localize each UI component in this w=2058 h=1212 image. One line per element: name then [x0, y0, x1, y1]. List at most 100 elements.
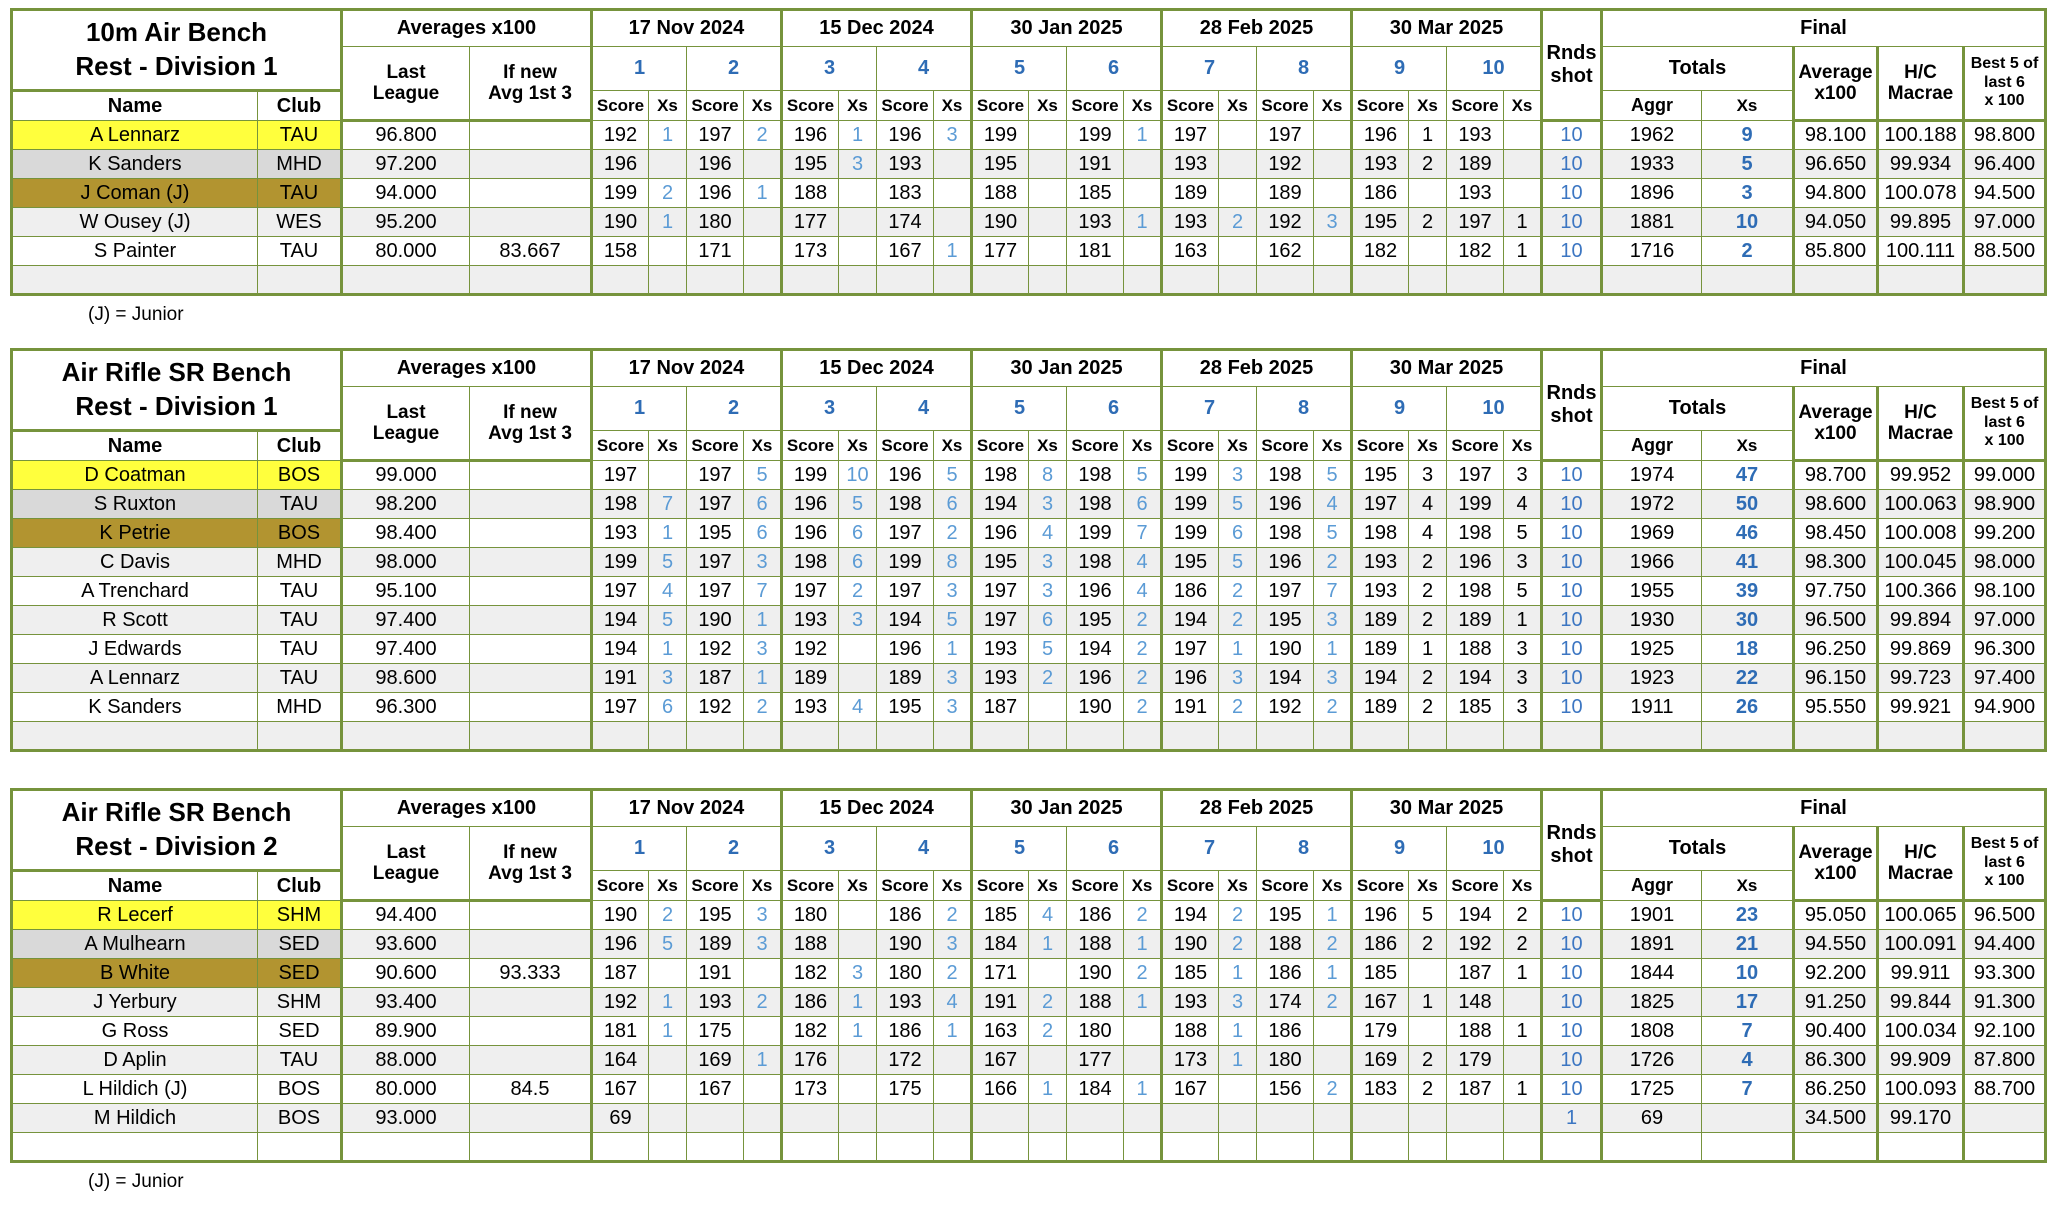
score-cell: 195 [780, 149, 839, 179]
score-cell: 199 [1160, 489, 1219, 519]
score-cell [686, 265, 744, 295]
xs-cell: 1 [1313, 958, 1352, 988]
if-new-avg-cell [469, 207, 592, 237]
score-column-header: Score [1256, 430, 1314, 461]
xs-column-header: Xs [933, 870, 972, 901]
xs-column-header: Xs [743, 430, 782, 461]
club-cell: BOS [257, 1074, 342, 1104]
xs-cell [1313, 265, 1352, 295]
handicap-cell [1876, 265, 1964, 295]
score-cell: 199 [1446, 489, 1504, 519]
xs-cell [1028, 958, 1067, 988]
last-league-header: Last League [340, 386, 470, 462]
score-cell: 194 [876, 605, 934, 635]
xs-cell [1123, 1103, 1162, 1133]
score-cell: 193 [686, 987, 744, 1017]
table-row: D Coatman BOS 99.000 197 197 5 199 10 196 5 198 8 19… [11, 460, 2046, 490]
table-row: S Ruxton TAU 98.200 198 7 197 6 196 5 198 6 194 3 198… [11, 489, 2046, 519]
league-table-section-3: Air Rifle SR Bench Rest - Division 2 Avera… [10, 788, 2050, 1163]
xs-cell [1218, 265, 1257, 295]
score-cell: 167 [1350, 987, 1409, 1017]
score-cell: 198 [970, 460, 1029, 490]
xs-cell: 5 [1408, 900, 1447, 930]
xs-cell: 5 [1313, 518, 1352, 548]
average-cell: 98.700 [1792, 460, 1878, 490]
total-xs-cell: 46 [1701, 518, 1794, 548]
club-cell: SED [257, 958, 342, 988]
score-cell: 197 [590, 692, 649, 722]
club-cell: MHD [257, 149, 342, 179]
score-cell: 162 [1256, 236, 1314, 266]
xs-cell [1408, 236, 1447, 266]
score-cell: 163 [970, 1016, 1029, 1046]
xs-cell [1028, 692, 1067, 722]
xs-cell: 5 [838, 489, 877, 519]
if-new-avg-cell [469, 1132, 592, 1162]
match-date-header: 30 Jan 2025 [970, 349, 1162, 387]
score-cell: 188 [780, 929, 839, 959]
club-column-header: Club [257, 90, 342, 121]
last-league-header: Last League [340, 46, 470, 122]
xs-cell [1123, 236, 1162, 266]
score-cell: 196 [1160, 663, 1219, 693]
xs-column-header: Xs [1123, 90, 1162, 121]
score-cell: 190 [1066, 958, 1124, 988]
xs-cell [1408, 721, 1447, 751]
round-number-header: 9 [1350, 46, 1447, 91]
total-xs-cell: 7 [1701, 1074, 1794, 1104]
match-date-header: 28 Feb 2025 [1160, 349, 1352, 387]
score-cell: 196 [1066, 663, 1124, 693]
score-cell: 167 [1160, 1074, 1219, 1104]
rounds-shot-cell: 10 [1540, 987, 1602, 1017]
xs-cell: 2 [1313, 692, 1352, 722]
best5-cell [1962, 265, 2046, 295]
xs-cell: 2 [743, 692, 782, 722]
xs-cell: 1 [1503, 236, 1542, 266]
xs-cell: 1 [933, 634, 972, 664]
last-league-cell: 95.100 [340, 576, 470, 606]
score-cell: 186 [876, 1016, 934, 1046]
if-new-avg-cell [469, 1103, 592, 1133]
best5-cell: 88.700 [1962, 1074, 2046, 1104]
score-cell [1446, 721, 1504, 751]
total-xs-cell: 21 [1701, 929, 1794, 959]
total-xs-cell: 2 [1701, 236, 1794, 266]
junior-note: (J) = Junior [88, 304, 184, 325]
score-cell: 196 [590, 149, 649, 179]
last-league-cell: 80.000 [340, 236, 470, 266]
average-x100-header: Average x100 [1792, 386, 1878, 462]
shooter-name-cell: K Sanders [11, 692, 258, 722]
score-cell: 197 [876, 518, 934, 548]
xs-cell: 3 [1313, 207, 1352, 237]
handicap-cell: 99.934 [1876, 149, 1964, 179]
xs-cell: 5 [648, 605, 687, 635]
score-cell: 196 [1066, 576, 1124, 606]
score-cell: 195 [1256, 900, 1314, 930]
score-cell: 180 [686, 207, 744, 237]
shooter-name-cell: M Hildich [11, 1103, 258, 1133]
xs-cell [1218, 721, 1257, 751]
if-new-avg-cell [469, 149, 592, 179]
best5-cell [1962, 721, 2046, 751]
score-cell [1446, 1103, 1504, 1133]
totals-xs-column-header: Xs [1701, 430, 1794, 461]
xs-cell [648, 460, 687, 490]
score-cell: 190 [876, 929, 934, 959]
xs-cell: 1 [648, 207, 687, 237]
table-row: A Mulhearn SED 93.600 196 5 189 3 188 190 3 184 1 18… [11, 929, 2046, 959]
xs-cell [1313, 1016, 1352, 1046]
xs-cell: 6 [1123, 489, 1162, 519]
score-cell: 191 [590, 663, 649, 693]
xs-cell: 2 [1408, 1074, 1447, 1104]
score-cell: 192 [590, 987, 649, 1017]
score-cell: 193 [1350, 149, 1409, 179]
last-league-cell: 98.600 [340, 663, 470, 693]
rounds-shot-cell: 10 [1540, 692, 1602, 722]
score-cell: 173 [780, 1074, 839, 1104]
handicap-macrae-header: H/C Macrae [1876, 386, 1964, 462]
xs-cell: 1 [648, 120, 687, 150]
score-cell: 195 [970, 547, 1029, 577]
xs-cell: 2 [1028, 663, 1067, 693]
score-cell: 189 [1446, 605, 1504, 635]
xs-cell [1408, 1016, 1447, 1046]
